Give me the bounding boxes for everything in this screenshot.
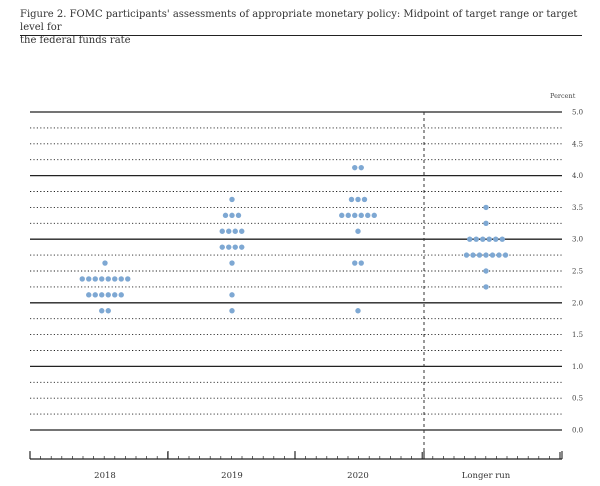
- dot-2019: [226, 228, 232, 234]
- x-category-labels: 2018 2019 2020 Longer run: [94, 471, 511, 481]
- figure-title-line-2: the federal funds rate: [20, 35, 131, 46]
- dot-2018: [79, 276, 85, 282]
- dot-2018: [112, 276, 118, 282]
- dot-2018: [105, 292, 111, 298]
- x-category-label: 2019: [221, 471, 243, 481]
- dot-longer-run: [463, 252, 470, 258]
- dot-longer-run: [499, 236, 505, 242]
- dot-2018: [86, 276, 92, 282]
- dot-2019: [219, 244, 225, 250]
- y-tick-label: 1.5: [572, 331, 583, 339]
- dot-longer-run: [476, 252, 483, 258]
- figure-title: Figure 2. FOMC participants' assessments…: [20, 8, 580, 47]
- dot-2019: [232, 228, 238, 234]
- dot-2020: [371, 212, 377, 219]
- dot-longer-run: [502, 252, 509, 258]
- dot-2018: [102, 260, 108, 266]
- dot-longer-run: [496, 252, 502, 258]
- dot-2020: [348, 196, 355, 203]
- dot-2020: [358, 212, 364, 219]
- dot-longer-run: [493, 236, 499, 242]
- x-category-label: 2020: [347, 471, 369, 481]
- dot-2018: [86, 292, 92, 298]
- dot-2020: [355, 308, 361, 314]
- dot-2020: [355, 196, 361, 203]
- dot-longer-run: [483, 204, 489, 211]
- y-tick-label: 0.0: [572, 427, 583, 435]
- y-tick-label: 3.0: [572, 236, 583, 244]
- y-tick-label: 2.5: [572, 268, 583, 276]
- dot-2020: [358, 260, 364, 266]
- dot-2018: [105, 308, 111, 314]
- dot-2019: [229, 308, 235, 314]
- dot-2018: [125, 276, 131, 282]
- dot-longer-run: [483, 220, 489, 226]
- figure-title-line-1: Figure 2. FOMC participants' assessments…: [20, 9, 578, 33]
- dots-layer: [79, 164, 509, 314]
- dot-2019: [219, 228, 225, 234]
- y-tick-label: 2.0: [572, 299, 583, 307]
- dot-longer-run: [483, 268, 489, 274]
- dot-2020: [352, 164, 358, 171]
- dot-2019: [235, 212, 242, 219]
- dot-2019: [229, 212, 235, 219]
- title-rule: [20, 35, 582, 36]
- dot-longer-run: [486, 236, 492, 242]
- dot-2018: [99, 276, 105, 282]
- grid-lines: [30, 111, 562, 459]
- dot-2018: [105, 276, 111, 282]
- y-tick-label: 0.5: [572, 395, 583, 403]
- dot-longer-run: [483, 284, 489, 290]
- y-tick-label: 1.0: [572, 363, 583, 371]
- dot-2018: [118, 276, 124, 282]
- dot-2018: [99, 308, 105, 314]
- dot-longer-run: [467, 236, 473, 242]
- dot-2019: [229, 292, 235, 298]
- dot-2018: [92, 276, 98, 282]
- dot-longer-run: [489, 252, 496, 258]
- dot-2019: [229, 196, 235, 203]
- dot-2020: [352, 260, 358, 266]
- y-tick-label: 4.0: [572, 172, 583, 180]
- dot-longer-run: [483, 252, 489, 258]
- dot-2020: [358, 164, 364, 171]
- dot-2019: [232, 244, 238, 250]
- y-tick-label: 5.0: [572, 109, 583, 117]
- dot-2020: [352, 212, 358, 219]
- y-tick-label: 4.5: [572, 140, 583, 148]
- dot-2019: [226, 244, 232, 250]
- dot-2019: [222, 212, 229, 219]
- x-category-label: 2018: [94, 471, 116, 481]
- dot-2018: [118, 292, 124, 298]
- dot-2018: [92, 292, 98, 298]
- dot-2020: [365, 212, 371, 219]
- y-tick-labels: 0.0 0.5 1.0 1.5 2.0 2.5 3.0 3.5 4.0 4.5 5.0: [572, 109, 583, 435]
- dot-longer-run: [480, 236, 486, 242]
- dot-2020: [339, 212, 345, 219]
- y-tick-label: 3.5: [572, 204, 583, 212]
- dot-longer-run: [473, 236, 479, 242]
- dot-2020: [355, 228, 361, 234]
- y-axis-label: Percent: [550, 92, 576, 100]
- dot-2019: [229, 260, 235, 266]
- dot-longer-run: [470, 252, 476, 258]
- x-axis: [29, 451, 563, 460]
- dot-2019: [239, 244, 245, 250]
- dot-2020: [361, 196, 368, 203]
- dot-2018: [112, 292, 118, 298]
- dot-2019: [239, 228, 245, 234]
- x-category-label: Longer run: [462, 471, 511, 481]
- dot-2020: [345, 212, 351, 219]
- dot-2018: [99, 292, 105, 298]
